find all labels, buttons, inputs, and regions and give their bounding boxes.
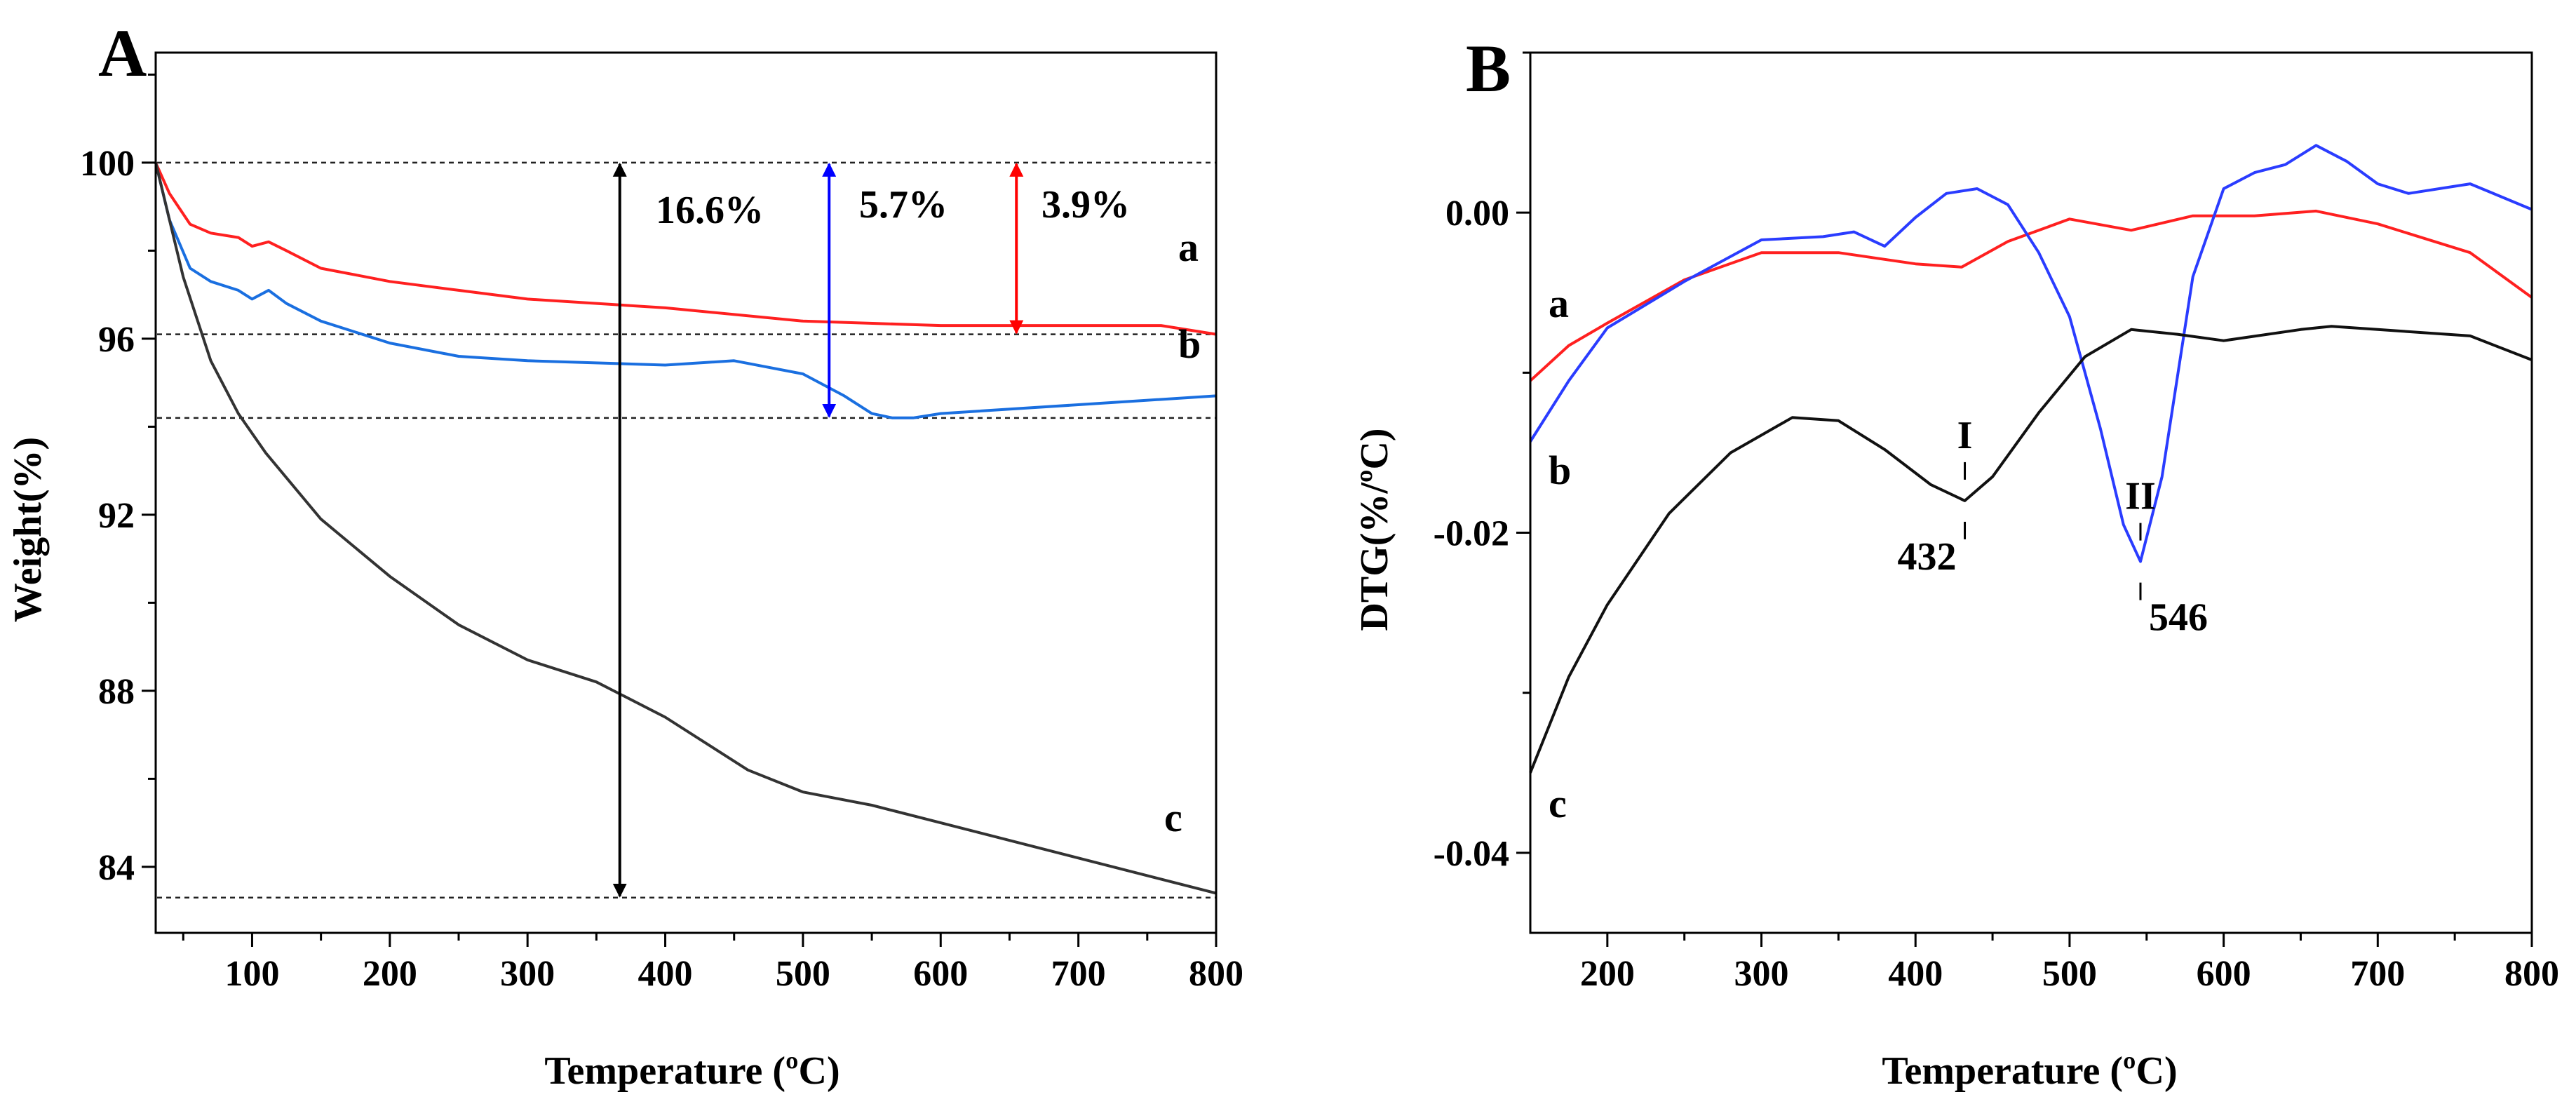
x-tick-label: 600: [2197, 954, 2251, 994]
y-tick-label: 92: [98, 496, 135, 536]
series-a-line: [154, 162, 1217, 336]
panel-b-x-axis-title: Temperature (ºC): [1882, 1049, 2177, 1093]
panel-b-series: [1529, 144, 2533, 774]
series-c-line: [154, 162, 1217, 895]
panel-a-series: [154, 162, 1217, 895]
curve-label-c: c: [1164, 795, 1182, 840]
y-tick-label: 84: [98, 848, 135, 888]
x-tick-label: 500: [776, 954, 830, 994]
x-tick-label: 700: [2350, 954, 2405, 994]
y-tick-label: 0.00: [1445, 194, 1509, 234]
panel-b-y-axis-title: DTG(%/ºC): [1353, 428, 1396, 631]
peak-temperature-label: 432: [1898, 535, 1957, 579]
panel-a-x-axis-title: Temperature (ºC): [544, 1049, 839, 1093]
y-tick-label: 100: [80, 144, 135, 184]
panel-b-annotations: I 432 II 546: [1898, 414, 2208, 640]
x-tick-label: 600: [913, 954, 968, 994]
series-c-line: [1529, 325, 2533, 774]
panel-a-axes: 100 200 300 400 500 600 700 800 84 88 92 96 100: [80, 51, 1243, 994]
y-tick-label: 88: [98, 672, 135, 712]
series-b-line: [1529, 144, 2533, 563]
weight-loss-label: 16.6%: [656, 189, 764, 232]
panel-a-letter: A: [98, 15, 147, 90]
x-tick-label: 700: [1051, 954, 1106, 994]
panel-b-axes: 200 300 400 500 600 700 800 0.00 -0.02 -0.04: [1434, 51, 2559, 994]
plot-frame: [154, 51, 1218, 934]
y-tick-label: 96: [98, 320, 135, 360]
panel-b-chart: B I 432 II 546 200 300 400 500 600 700 800 0.00 -0.…: [1353, 31, 2559, 1093]
peak-roman-label: I: [1957, 414, 1973, 457]
panel-a-chart: A 16.6% 5.7% 3.9% 100 200 300 400 500 600 700 800…: [6, 15, 1243, 1093]
x-tick-label: 300: [1734, 954, 1789, 994]
series-a-line: [1529, 209, 2533, 382]
panel-b-letter: B: [1466, 31, 1511, 106]
curve-label-a: a: [1178, 224, 1199, 270]
panel-a-curve-labels: a b c: [1164, 224, 1201, 840]
series-b-line: [154, 162, 1217, 419]
y-tick-label: -0.04: [1434, 834, 1509, 874]
x-tick-label: 500: [2042, 954, 2097, 994]
x-tick-label: 400: [638, 954, 693, 994]
x-tick-label: 200: [363, 954, 417, 994]
peak-roman-label: II: [2125, 475, 2156, 518]
curve-label-a: a: [1549, 281, 1569, 326]
curve-label-b: b: [1178, 321, 1201, 367]
panel-a-annotations: 16.6% 5.7% 3.9%: [612, 162, 1130, 898]
panel-a-y-axis-title: Weight(%): [6, 437, 50, 622]
x-tick-label: 200: [1580, 954, 1635, 994]
x-tick-label: 800: [2504, 954, 2559, 994]
peak-temperature-label: 546: [2149, 596, 2208, 640]
panel-b-curve-labels: a b c: [1549, 281, 1571, 826]
x-tick-label: 800: [1189, 954, 1243, 994]
x-tick-label: 300: [500, 954, 555, 994]
x-tick-label: 400: [1888, 954, 1943, 994]
weight-loss-label: 5.7%: [859, 183, 948, 227]
curve-label-c: c: [1549, 781, 1567, 826]
weight-loss-label: 3.9%: [1041, 183, 1130, 227]
plot-frame: [1529, 51, 2533, 934]
panel-a-reference-lines: [157, 161, 1216, 899]
curve-label-b: b: [1549, 447, 1571, 493]
x-tick-label: 100: [224, 954, 279, 994]
y-tick-label: -0.02: [1434, 514, 1509, 554]
